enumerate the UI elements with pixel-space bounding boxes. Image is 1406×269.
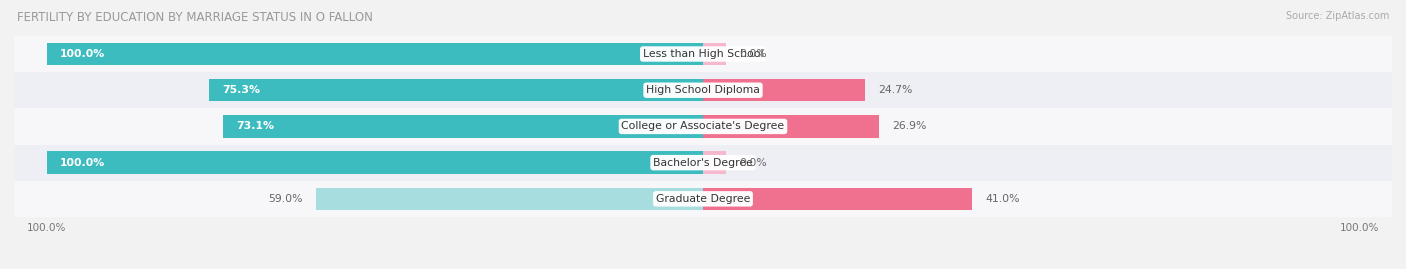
Bar (14, 72, 1392, 108)
Text: 100.0%: 100.0% (60, 49, 105, 59)
Bar (703, 115, 880, 138)
Text: Graduate Degree: Graduate Degree (655, 194, 751, 204)
Text: 59.0%: 59.0% (269, 194, 302, 204)
Bar (703, 79, 865, 101)
Text: 75.3%: 75.3% (222, 85, 260, 95)
Bar (14, 108, 1392, 144)
Text: Source: ZipAtlas.com: Source: ZipAtlas.com (1285, 11, 1389, 21)
Text: 73.1%: 73.1% (236, 121, 274, 132)
Text: 0.0%: 0.0% (740, 158, 766, 168)
Text: 0.0%: 0.0% (740, 49, 766, 59)
Text: FERTILITY BY EDUCATION BY MARRIAGE STATUS IN O FALLON: FERTILITY BY EDUCATION BY MARRIAGE STATU… (17, 11, 373, 24)
Text: 26.9%: 26.9% (893, 121, 927, 132)
Bar (703, 188, 972, 210)
Bar (224, 115, 703, 138)
Text: Less than High School: Less than High School (643, 49, 763, 59)
Bar (46, 151, 703, 174)
Text: 24.7%: 24.7% (879, 85, 912, 95)
Text: 100.0%: 100.0% (60, 158, 105, 168)
Text: College or Associate's Degree: College or Associate's Degree (621, 121, 785, 132)
Bar (316, 188, 703, 210)
Bar (46, 43, 703, 65)
Bar (14, 36, 1392, 72)
Text: 41.0%: 41.0% (986, 194, 1019, 204)
Bar (14, 181, 1392, 217)
Text: High School Diploma: High School Diploma (647, 85, 759, 95)
Text: Bachelor's Degree: Bachelor's Degree (652, 158, 754, 168)
Bar (703, 151, 725, 174)
Bar (14, 144, 1392, 181)
Bar (703, 43, 725, 65)
Bar (209, 79, 703, 101)
